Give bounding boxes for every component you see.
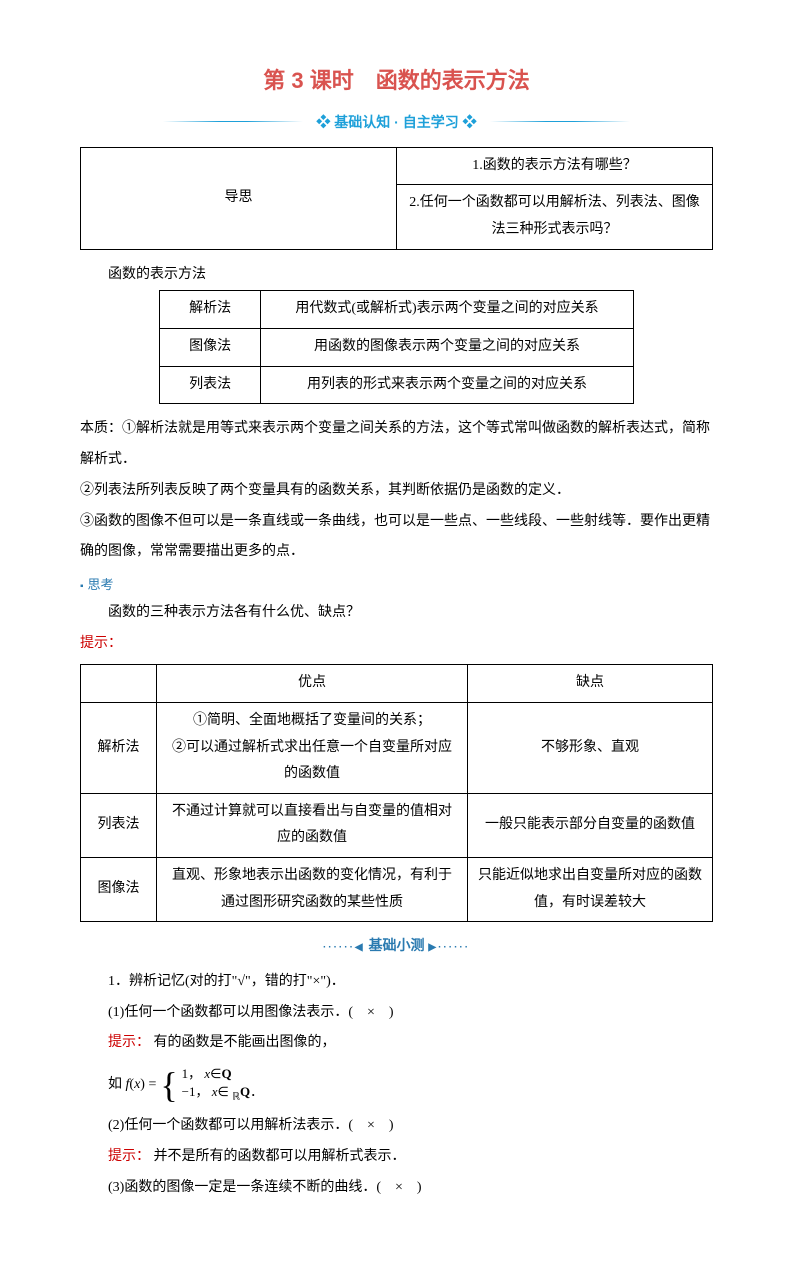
method-name-1: 图像法 bbox=[160, 328, 261, 366]
essence-p3: ③函数的图像不但可以是一条直线或一条曲线，也可以是一些点、一些线段、一些射线等．… bbox=[80, 507, 713, 569]
hint-label-q2: 提示： bbox=[108, 1149, 150, 1164]
subtitle-label: ❖ 基础认知 · 自主学习 ❖ bbox=[306, 112, 486, 132]
proscons-name-0: 解析法 bbox=[81, 703, 157, 794]
left-brace-icon: { bbox=[160, 1067, 177, 1103]
quiz-intro: 1．辨析记忆(对的打"√"，错的打"×")． bbox=[80, 967, 713, 998]
quiz-q3: (3)函数的图像一定是一条连续不断的曲线．( × ) bbox=[80, 1173, 713, 1204]
case2-val: −1， bbox=[182, 1084, 209, 1099]
cases-block: 1， x∈Q −1， x∈ ℝQ． bbox=[182, 1065, 264, 1105]
quiz-divider: ······◀ 基础小测 ▶······ bbox=[80, 932, 713, 959]
quiz-q1: (1)任何一个函数都可以用图像法表示．( × ) bbox=[80, 998, 713, 1029]
think-label: 思考 bbox=[80, 573, 713, 598]
proscons-pro-2: 直观、形象地表示出函数的变化情况，有利于通过图形研究函数的某些性质 bbox=[157, 857, 468, 921]
subtitle-bar: ❖ 基础认知 · 自主学习 ❖ bbox=[80, 112, 713, 132]
methods-table: 解析法 用代数式(或解析式)表示两个变量之间的对应关系 图像法 用函数的图像表示… bbox=[159, 290, 634, 404]
hint-text-q1: 有的函数是不能画出图像的， bbox=[154, 1035, 336, 1050]
method-name-0: 解析法 bbox=[160, 291, 261, 329]
method-name-2: 列表法 bbox=[160, 366, 261, 404]
proscons-con-2: 只能近似地求出自变量所对应的函数值，有时误差较大 bbox=[468, 857, 713, 921]
essence-p2: ②列表法所列表反映了两个变量具有的函数关系，其判断依据仍是函数的定义． bbox=[80, 476, 713, 507]
method-desc-0: 用代数式(或解析式)表示两个变量之间的对应关系 bbox=[261, 291, 634, 329]
hint-text: 提示： bbox=[80, 636, 122, 651]
quiz-hint2: 提示： 并不是所有的函数都可以用解析式表示． bbox=[80, 1142, 713, 1173]
subtitle-text: 基础认知 · 自主学习 bbox=[334, 114, 458, 130]
dots-left: ······◀ bbox=[323, 942, 365, 953]
essence-p1: 本质：①解析法就是用等式来表示两个变量之间关系的方法，这个等式常叫做函数的解析表… bbox=[80, 414, 713, 476]
hint-label-1: 提示： bbox=[80, 629, 713, 660]
guide-table: 导思 1.函数的表示方法有哪些？ 2.任何一个函数都可以用解析法、列表法、图像法… bbox=[80, 147, 713, 250]
method-desc-1: 用函数的图像表示两个变量之间的对应关系 bbox=[261, 328, 634, 366]
proscons-table: 优点 缺点 解析法 ①简明、全面地概括了变量间的关系； ②可以通过解析式求出任意… bbox=[80, 664, 713, 922]
hint-text-q2: 并不是所有的函数都可以用解析式表示． bbox=[154, 1149, 406, 1164]
proscons-name-1: 列表法 bbox=[81, 793, 157, 857]
page-title: 第 3 课时 函数的表示方法 bbox=[80, 60, 713, 102]
think-question: 函数的三种表示方法各有什么优、缺点？ bbox=[80, 598, 713, 629]
proscons-h2: 缺点 bbox=[468, 665, 713, 703]
proscons-name-2: 图像法 bbox=[81, 857, 157, 921]
quiz-hint1: 提示： 有的函数是不能画出图像的， bbox=[80, 1028, 713, 1059]
method-desc-2: 用列表的形式来表示两个变量之间的对应关系 bbox=[261, 366, 634, 404]
quiz-divider-label: 基础小测 bbox=[369, 937, 425, 953]
case-line-2: −1， x∈ ℝQ． bbox=[182, 1083, 264, 1105]
proscons-h1: 优点 bbox=[157, 665, 468, 703]
case1-val: 1， bbox=[182, 1066, 202, 1081]
section-heading: 函数的表示方法 bbox=[80, 260, 713, 291]
proscons-pro-1: 不通过计算就可以直接看出与自变量的值相对应的函数值 bbox=[157, 793, 468, 857]
formula-prefix: 如 f(x) = bbox=[108, 1072, 156, 1099]
proscons-con-0: 不够形象、直观 bbox=[468, 703, 713, 794]
quiz-q2: (2)任何一个函数都可以用解析法表示．( × ) bbox=[80, 1111, 713, 1142]
case-line-1: 1， x∈Q bbox=[182, 1065, 264, 1083]
hint-label-q1: 提示： bbox=[108, 1035, 150, 1050]
guide-q1: 1.函数的表示方法有哪些？ bbox=[397, 147, 713, 185]
guide-label-cell: 导思 bbox=[81, 147, 397, 249]
dots-right: ▶······ bbox=[428, 942, 470, 953]
proscons-con-1: 一般只能表示部分自变量的函数值 bbox=[468, 793, 713, 857]
proscons-pro-0: ①简明、全面地概括了变量间的关系； ②可以通过解析式求出任意一个自变量所对应的函… bbox=[157, 703, 468, 794]
proscons-h0 bbox=[81, 665, 157, 703]
guide-q2: 2.任何一个函数都可以用解析法、列表法、图像法三种形式表示吗？ bbox=[397, 185, 713, 249]
piecewise-formula: 如 f(x) = { 1， x∈Q −1， x∈ ℝQ． bbox=[108, 1065, 263, 1105]
